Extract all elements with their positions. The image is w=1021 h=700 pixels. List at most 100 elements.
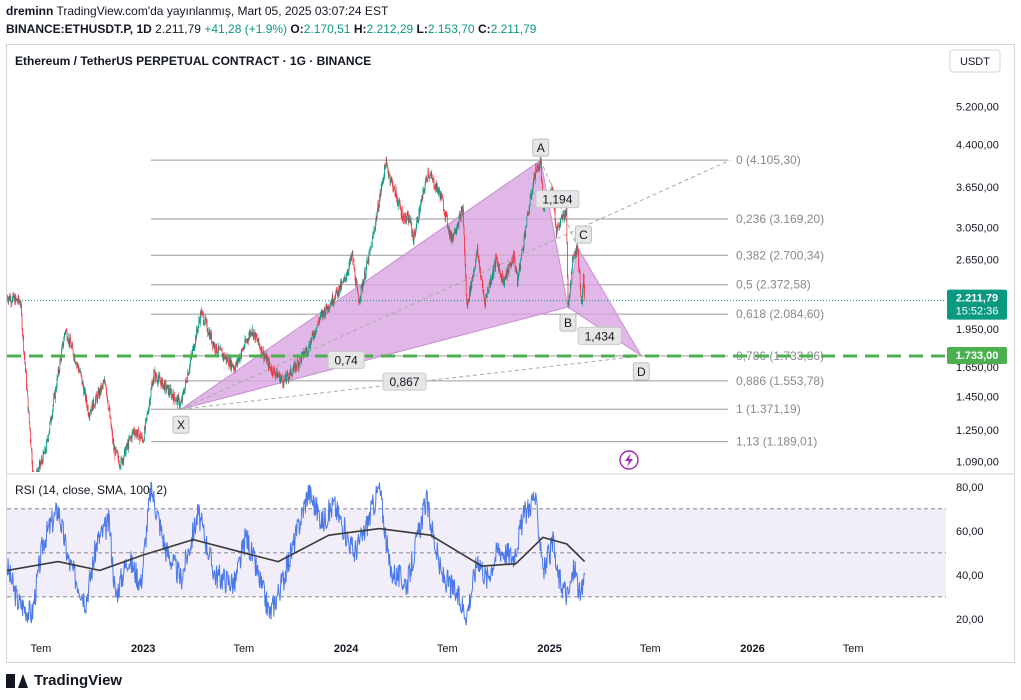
candle-body	[296, 360, 298, 368]
candle-body	[506, 270, 508, 277]
candle-body	[440, 191, 442, 199]
candle-body	[287, 373, 289, 377]
harmonic-ratio-box	[577, 326, 622, 345]
candle-body	[360, 295, 361, 300]
candle-body	[430, 174, 432, 176]
candle-body	[335, 288, 337, 294]
candle-body	[163, 383, 165, 385]
candle-body	[416, 221, 418, 228]
candle-body	[475, 259, 477, 267]
candle-body	[346, 276, 348, 278]
candle-body	[52, 409, 53, 417]
candle-body	[249, 332, 250, 337]
candle-body	[443, 210, 445, 213]
candle-body	[412, 231, 414, 237]
harmonic-point-box	[559, 313, 577, 332]
candle-body	[36, 478, 37, 481]
candle-body	[578, 251, 579, 267]
candle-body	[272, 373, 274, 375]
candle-body	[87, 406, 88, 409]
candle-body	[267, 358, 269, 368]
candle-body	[7, 296, 8, 298]
candle-body	[443, 200, 444, 211]
candle-body	[100, 386, 101, 395]
candle-body	[283, 379, 285, 386]
candle-body	[224, 354, 225, 359]
symbol-label: BINANCE:ETHUSDT.P, 1D	[6, 22, 152, 36]
candle-body	[356, 284, 358, 290]
candle-body	[464, 235, 465, 254]
candle-body	[157, 379, 159, 384]
candle-body	[177, 396, 179, 405]
candle-body	[582, 285, 584, 295]
candle-body	[510, 265, 512, 267]
candle-body	[36, 471, 37, 472]
candle-body	[125, 447, 126, 456]
candle-body	[439, 193, 441, 199]
candle-body	[153, 370, 155, 372]
candle-body	[237, 358, 239, 363]
candle-body	[583, 274, 584, 286]
harmonic-ratio-label: 0,867	[389, 375, 419, 389]
candle-body	[168, 388, 170, 395]
candle-body	[251, 332, 253, 334]
candle-body	[115, 447, 116, 456]
candle-body	[542, 183, 543, 194]
candle-body	[415, 227, 417, 231]
candle-body	[26, 372, 27, 388]
candle-body	[252, 329, 254, 338]
low-label: L:	[416, 22, 428, 36]
candle-body	[260, 349, 262, 354]
price-tick-label: 2.650,00	[956, 255, 999, 267]
candle-body	[581, 300, 583, 304]
candle-body	[449, 231, 451, 237]
candle-body	[246, 339, 248, 342]
candle-body	[400, 207, 401, 210]
candle-body	[122, 458, 123, 464]
candle-body	[501, 273, 503, 280]
candle-body	[385, 160, 387, 169]
candle-body	[481, 279, 483, 285]
candle-body	[271, 367, 273, 374]
candle-body	[520, 255, 522, 261]
candle-body	[55, 388, 57, 390]
candle-body	[229, 358, 231, 368]
time-tick-label: Tem	[437, 643, 458, 655]
candle-body	[494, 262, 495, 267]
candle-body	[228, 364, 230, 367]
candle-body	[175, 400, 177, 402]
candle-body	[339, 285, 341, 291]
candle-body	[201, 311, 202, 316]
candle-body	[525, 227, 527, 237]
candle-body	[554, 211, 556, 223]
candle-body	[317, 321, 319, 325]
price-tick-label: 3.650,00	[956, 182, 999, 194]
candle-body	[334, 299, 335, 301]
rsi-tick-label: 80,00	[956, 482, 984, 494]
candle-body	[152, 380, 154, 386]
candle-body	[532, 192, 533, 195]
candle-body	[449, 228, 450, 237]
candle-body	[117, 453, 119, 459]
candle-body	[399, 202, 401, 208]
candle-body	[315, 331, 317, 333]
candle-body	[270, 366, 271, 371]
candle-body	[355, 281, 357, 286]
candle-body	[284, 374, 286, 380]
candle-body	[377, 203, 379, 212]
candle-body	[289, 370, 291, 376]
candle-body	[414, 232, 415, 234]
candle-body	[200, 311, 201, 323]
currency-button[interactable]	[949, 49, 1001, 73]
candle-body	[353, 260, 354, 262]
candle-body	[178, 396, 180, 399]
candle-body	[492, 269, 494, 277]
candle-body	[204, 323, 205, 325]
candle-body	[400, 209, 402, 216]
candle-body	[561, 215, 563, 218]
harmonic-ratio-box	[535, 190, 580, 209]
candle-body	[23, 351, 25, 355]
candle-body	[463, 208, 464, 226]
last-price-badge	[947, 289, 1007, 320]
